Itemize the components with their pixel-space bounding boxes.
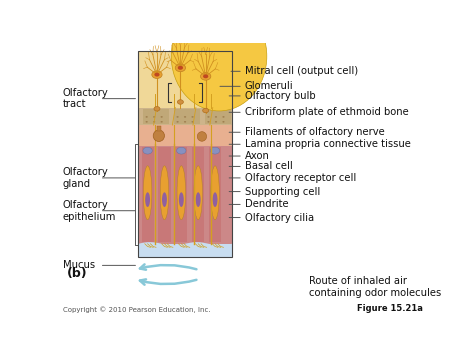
Circle shape xyxy=(178,66,183,70)
Ellipse shape xyxy=(162,192,167,207)
Circle shape xyxy=(175,64,185,72)
Circle shape xyxy=(155,73,160,77)
Ellipse shape xyxy=(222,121,225,122)
Text: Figure 15.21a: Figure 15.21a xyxy=(357,304,423,313)
Bar xyxy=(157,126,161,131)
Bar xyxy=(192,147,204,242)
Ellipse shape xyxy=(153,121,155,122)
Ellipse shape xyxy=(196,192,201,207)
Ellipse shape xyxy=(197,132,207,141)
Bar xyxy=(138,51,232,257)
Ellipse shape xyxy=(176,116,179,118)
Bar xyxy=(142,147,154,242)
Ellipse shape xyxy=(171,2,267,111)
Ellipse shape xyxy=(213,192,218,207)
Text: Mitral cell (output cell): Mitral cell (output cell) xyxy=(245,66,358,76)
Ellipse shape xyxy=(184,121,186,122)
Ellipse shape xyxy=(145,192,150,207)
Circle shape xyxy=(177,100,183,104)
Ellipse shape xyxy=(146,121,148,122)
Ellipse shape xyxy=(211,166,219,220)
Text: Olfactory cilia: Olfactory cilia xyxy=(245,213,314,223)
Circle shape xyxy=(201,72,211,80)
Bar xyxy=(158,147,171,242)
Text: Route of inhaled air
containing odor molecules: Route of inhaled air containing odor mol… xyxy=(309,277,441,298)
Text: Dendrite: Dendrite xyxy=(245,200,288,209)
Bar xyxy=(143,109,169,124)
Bar xyxy=(209,147,221,242)
Text: Lamina propria connective tissue: Lamina propria connective tissue xyxy=(245,139,410,149)
Ellipse shape xyxy=(215,121,217,122)
Bar xyxy=(138,244,232,257)
Ellipse shape xyxy=(179,192,184,207)
Text: Olfactory
epithelium: Olfactory epithelium xyxy=(63,200,116,222)
Bar xyxy=(138,51,232,108)
Ellipse shape xyxy=(215,116,217,118)
Text: Olfactory
tract: Olfactory tract xyxy=(63,88,109,109)
Circle shape xyxy=(203,108,209,113)
Ellipse shape xyxy=(191,116,194,118)
Circle shape xyxy=(203,75,208,78)
Ellipse shape xyxy=(208,116,210,118)
Ellipse shape xyxy=(222,116,225,118)
Ellipse shape xyxy=(153,130,164,142)
Ellipse shape xyxy=(143,147,152,154)
Bar xyxy=(174,109,200,124)
Bar xyxy=(175,147,187,242)
Text: Filaments of olfactory nerve: Filaments of olfactory nerve xyxy=(245,127,384,137)
Bar xyxy=(205,109,231,124)
Ellipse shape xyxy=(177,166,186,220)
Ellipse shape xyxy=(153,116,155,118)
Text: Copyright © 2010 Pearson Education, Inc.: Copyright © 2010 Pearson Education, Inc. xyxy=(63,307,210,313)
Circle shape xyxy=(154,106,160,111)
Ellipse shape xyxy=(161,116,163,118)
Circle shape xyxy=(152,71,162,78)
Text: Olfactory receptor cell: Olfactory receptor cell xyxy=(245,173,356,183)
Text: Glomeruli: Glomeruli xyxy=(245,81,293,91)
Ellipse shape xyxy=(184,116,186,118)
Ellipse shape xyxy=(160,166,169,220)
Ellipse shape xyxy=(210,147,220,154)
Bar xyxy=(138,108,232,125)
Ellipse shape xyxy=(191,121,194,122)
Ellipse shape xyxy=(194,166,202,220)
Ellipse shape xyxy=(143,166,152,220)
Ellipse shape xyxy=(176,121,179,122)
Ellipse shape xyxy=(161,121,163,122)
Text: Supporting cell: Supporting cell xyxy=(245,187,320,197)
Bar xyxy=(138,125,232,146)
Text: Olfactory
gland: Olfactory gland xyxy=(63,167,109,189)
Text: (b): (b) xyxy=(66,267,87,280)
Ellipse shape xyxy=(146,116,148,118)
Bar xyxy=(138,146,232,244)
Text: Basal cell: Basal cell xyxy=(245,162,292,171)
Text: Axon: Axon xyxy=(245,151,270,161)
Text: Cribriform plate of ethmoid bone: Cribriform plate of ethmoid bone xyxy=(245,107,409,117)
Ellipse shape xyxy=(208,121,210,122)
Text: Mucus: Mucus xyxy=(63,260,95,271)
Ellipse shape xyxy=(177,147,186,154)
Text: Olfactory bulb: Olfactory bulb xyxy=(245,91,315,101)
